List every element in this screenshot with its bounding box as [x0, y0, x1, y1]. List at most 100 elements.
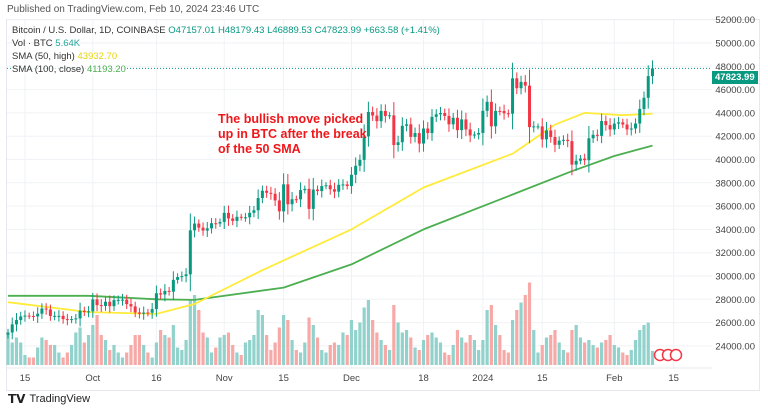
volume-bar — [591, 345, 595, 365]
candle-body — [125, 299, 129, 305]
candle-body — [379, 110, 383, 122]
sma100-legend: SMA (100, close) 41193.20 — [12, 64, 126, 75]
candle-body — [133, 306, 137, 313]
volume-bar — [502, 350, 506, 365]
volume-bar — [570, 330, 574, 365]
candle-body — [87, 311, 91, 313]
candle-body — [70, 319, 74, 321]
y-tick-label: 38000.00 — [715, 178, 755, 189]
volume-bar — [273, 342, 277, 365]
volume-bar — [532, 330, 536, 365]
volume-bar — [120, 357, 125, 365]
candle-body — [27, 315, 31, 317]
candle-body — [176, 277, 180, 280]
volume-bar — [53, 345, 57, 365]
candle-body — [277, 200, 281, 212]
volume-bar — [311, 325, 315, 365]
candle-body — [536, 126, 540, 128]
candle-body — [197, 223, 201, 228]
volume-bar — [642, 325, 646, 365]
candle-body — [506, 113, 510, 115]
volume-bar — [176, 347, 180, 365]
candle-body — [316, 189, 320, 192]
candle-body — [226, 212, 230, 219]
candle-body — [252, 210, 256, 213]
volume-bar — [494, 325, 498, 365]
volume-bar — [345, 335, 349, 365]
volume-bar — [70, 345, 74, 365]
candle-body — [595, 134, 599, 136]
sma50-label: SMA (50, high) — [12, 51, 75, 62]
volume-bar — [523, 295, 527, 365]
volume-bar — [91, 325, 95, 365]
candle-body — [184, 274, 188, 277]
candle-body — [485, 101, 489, 111]
volume-bar — [574, 325, 578, 365]
volume-bar — [192, 295, 197, 365]
candle-body — [303, 188, 307, 191]
volume-bar — [19, 342, 23, 365]
candle-body — [383, 110, 387, 117]
candle-body — [472, 134, 476, 136]
volume-bar — [218, 337, 222, 365]
candle-body — [638, 108, 642, 124]
candle-body — [307, 188, 311, 209]
x-tick-label: 2024 — [472, 373, 493, 384]
volume-bar — [74, 332, 78, 365]
x-tick-label: Feb — [606, 373, 622, 384]
volume-bar — [451, 345, 455, 365]
volume-bar — [61, 357, 65, 365]
volume-bar — [286, 320, 290, 365]
y-tick-label: 52000.00 — [715, 15, 755, 26]
candle-body — [40, 308, 44, 314]
candle-body — [163, 290, 167, 295]
volume-bar — [23, 355, 27, 365]
volume-bar — [460, 337, 464, 365]
candle-body — [14, 320, 18, 325]
volume-bar — [6, 335, 10, 365]
volume-bar — [358, 322, 362, 365]
volume-bar — [260, 315, 264, 365]
volume-bar — [578, 337, 582, 365]
volume-bar — [290, 340, 294, 365]
volume-bar — [205, 337, 209, 365]
candle-body — [617, 122, 621, 124]
volume-bar — [86, 335, 91, 365]
volume-bar — [625, 355, 629, 365]
open-value: O47157.01 — [168, 25, 216, 36]
volume-bar — [235, 352, 239, 365]
volume-bar — [371, 320, 375, 365]
volume-bar — [477, 350, 481, 365]
volume-bar — [277, 327, 281, 365]
candle-body — [171, 279, 175, 292]
candle-body — [286, 184, 290, 205]
candle-body — [235, 216, 239, 221]
candle-body — [120, 299, 124, 301]
candle-body — [400, 125, 404, 143]
volume-bar — [226, 332, 231, 365]
candle-body — [324, 185, 328, 187]
candle-body — [591, 134, 595, 139]
candle-body — [150, 309, 154, 313]
y-tick-label: 26000.00 — [715, 318, 755, 329]
candle-body — [91, 299, 95, 312]
volume-bar — [129, 345, 133, 365]
volume-value: 5.64K — [55, 38, 81, 49]
candle-body — [248, 212, 252, 218]
volume-bar — [438, 342, 443, 365]
candle-body — [362, 136, 366, 160]
volume-bar — [349, 320, 354, 365]
y-tick-label: 42000.00 — [715, 132, 755, 143]
volume-bar — [561, 350, 566, 365]
brand-name: TradingView — [29, 393, 91, 405]
candle-body — [61, 315, 65, 320]
candle-body — [74, 318, 78, 320]
volume-bar — [252, 335, 256, 365]
chart-annotation: The bullish move picked up in BTC after … — [218, 112, 367, 156]
x-tick-label: 15 — [20, 373, 31, 384]
volume-bar — [540, 345, 544, 365]
high-value: H48179.43 — [217, 25, 265, 36]
volume-bar — [269, 350, 273, 365]
x-tick-label: 18 — [418, 373, 429, 384]
